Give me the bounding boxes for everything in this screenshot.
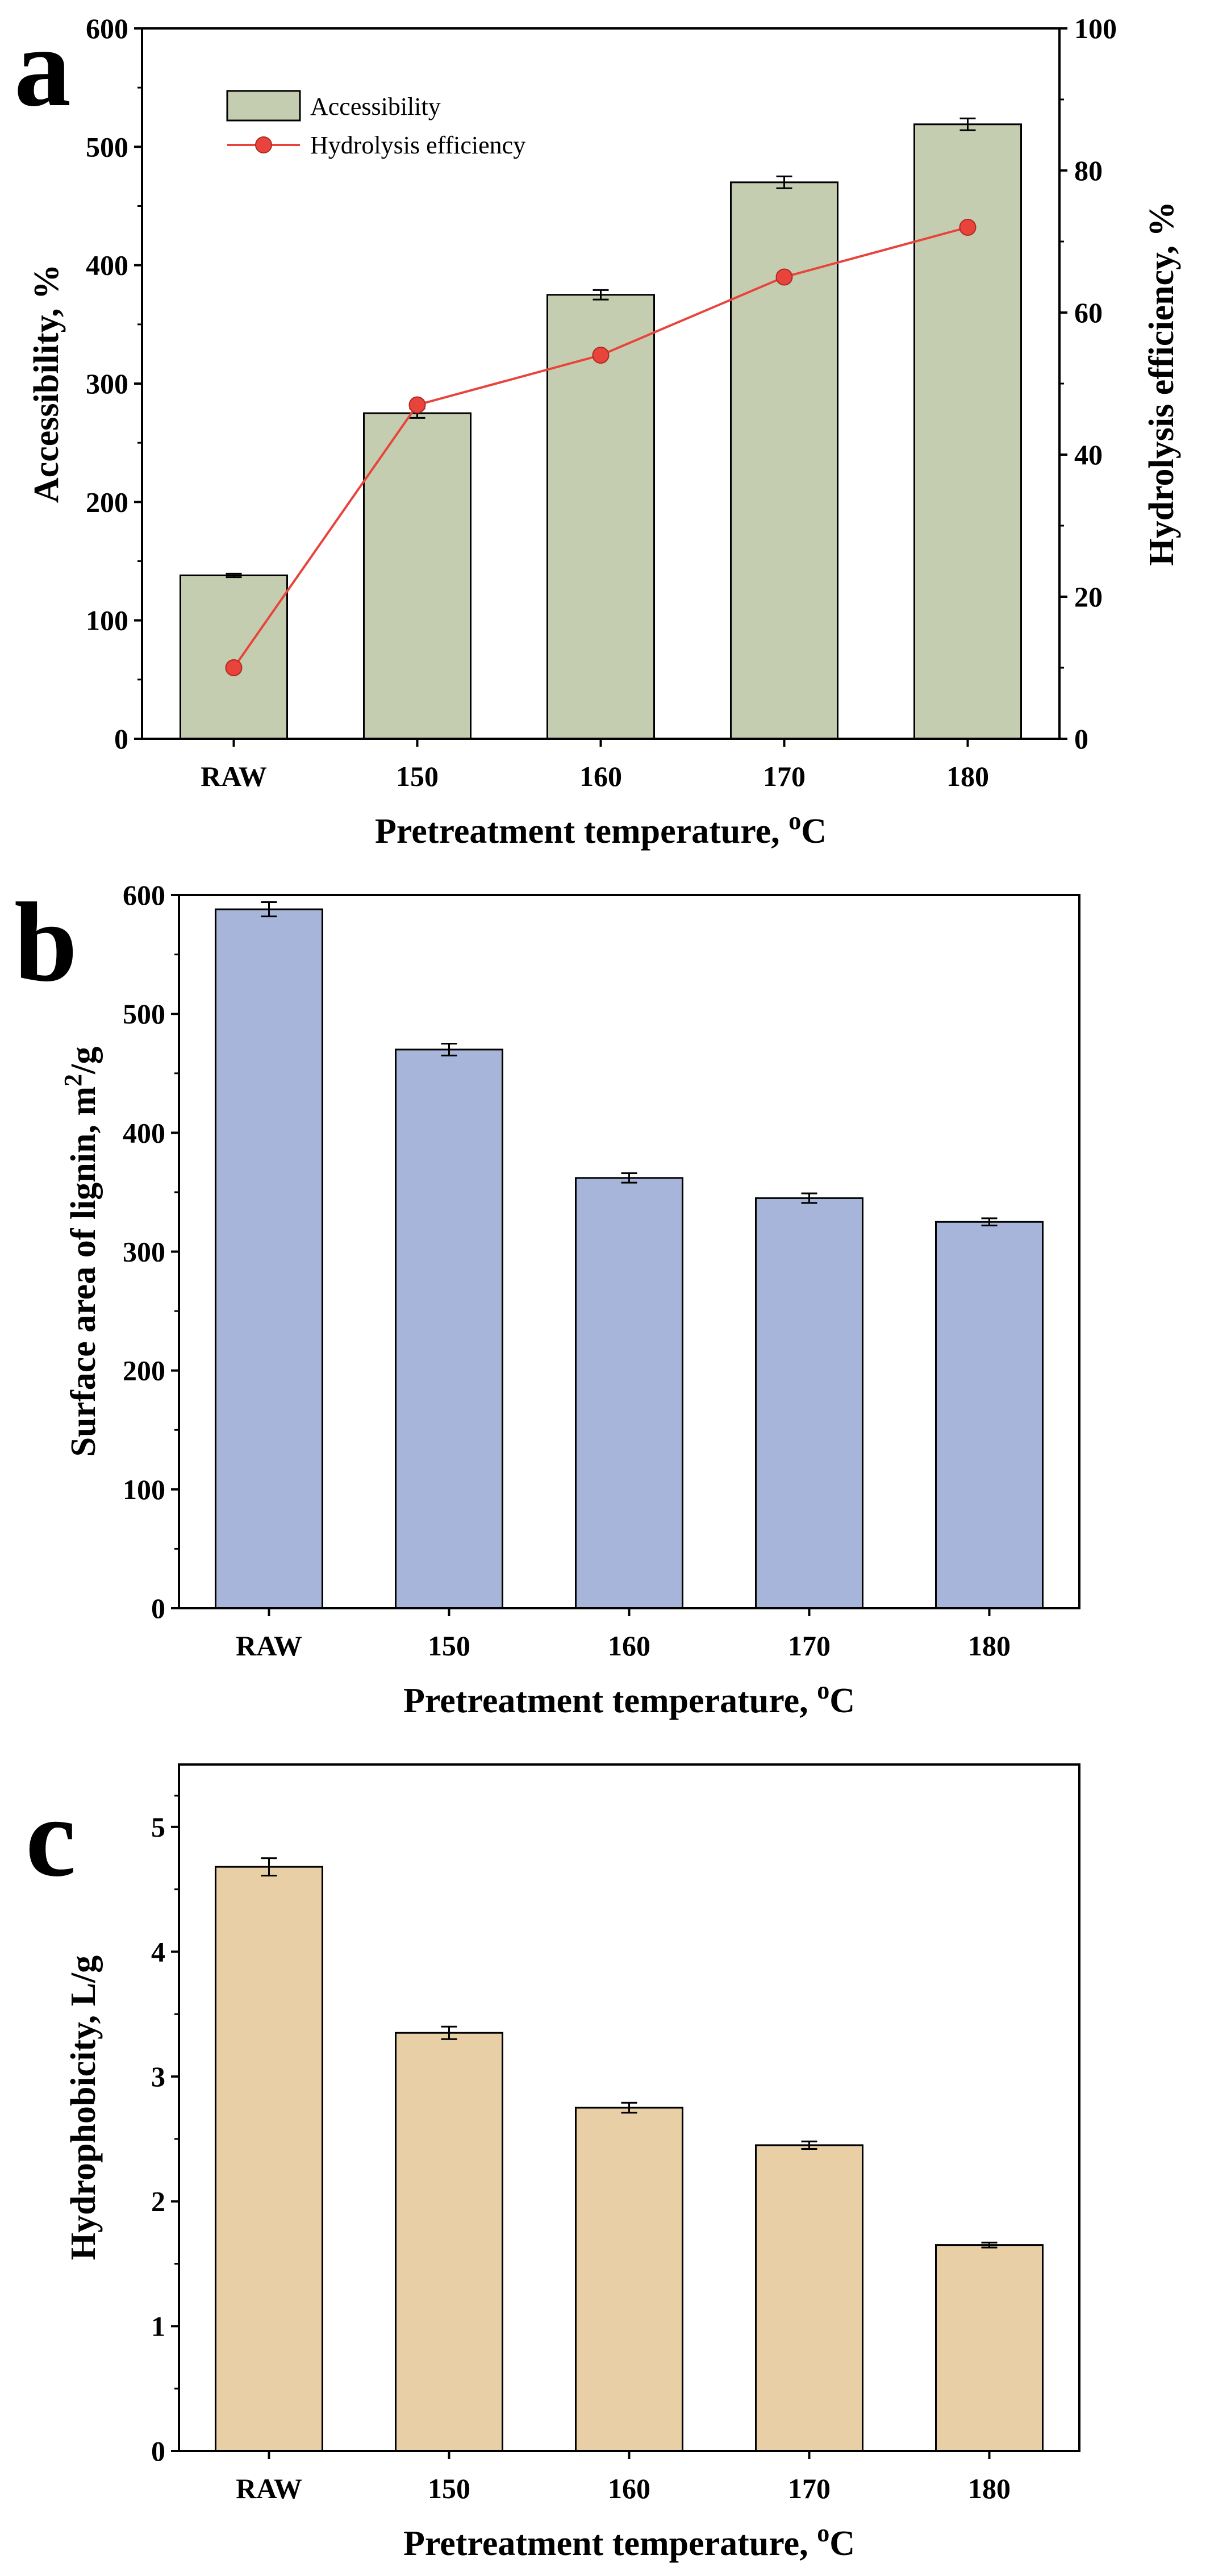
- x-axis-title: Pretreatment temperature, oC: [403, 2519, 855, 2563]
- y-tick-label: 0: [151, 2435, 165, 2467]
- error-bar: [801, 2140, 817, 2150]
- panel-b: b 0 100 200 300 400 500 600 RAW 150 160 170 180 Pretr…: [14, 879, 1080, 1720]
- bar: [755, 2144, 863, 2452]
- bar: [395, 1048, 503, 1609]
- bar: [395, 2032, 503, 2452]
- error-bar: [441, 2025, 457, 2040]
- legend-swatch-marker: [255, 136, 272, 153]
- x-tick-label: 160: [608, 2473, 650, 2504]
- error-bar: [801, 1192, 817, 1204]
- y-tick-label: 300: [86, 368, 128, 399]
- error-bar: [593, 289, 609, 301]
- y-tick-label: 3: [151, 2061, 165, 2092]
- efficiency-point: [592, 347, 610, 364]
- panel-letter: c: [26, 1775, 76, 1900]
- efficiency-point: [408, 396, 426, 414]
- bar: [575, 1177, 683, 1609]
- y-axis-title: Surface area of lignin, m2/g: [59, 1047, 103, 1457]
- panel-c: c 0 1 2 3 4 5 RAW 150 160 170 180 Pretreatment tempe…: [26, 1763, 1080, 2563]
- x-axis-title: Pretreatment temperature, oC: [375, 807, 827, 851]
- y-tick-label: 400: [86, 249, 128, 281]
- x-tick-label: 170: [763, 760, 806, 792]
- legend-label-accessibility: Accessibility: [310, 93, 441, 120]
- bar: [215, 908, 323, 1609]
- bar: [215, 1866, 323, 2452]
- bar: [575, 2107, 683, 2452]
- efficiency-point: [225, 659, 243, 676]
- x-tick-label: RAW: [236, 2473, 302, 2504]
- error-bar: [776, 175, 792, 189]
- error-bar: [261, 901, 277, 918]
- error-bar: [959, 117, 976, 131]
- x-tick-label: RAW: [201, 760, 267, 792]
- legend-label-hydrolysis: Hydrolysis efficiency: [310, 131, 525, 159]
- x-tick-label: 180: [946, 760, 989, 792]
- efficiency-point: [775, 268, 793, 286]
- error-bar: [621, 2101, 637, 2114]
- error-bar: [981, 1217, 998, 1226]
- y-tick-label: 1: [151, 2310, 165, 2342]
- y2-tick-label: 40: [1074, 439, 1103, 471]
- bar: [913, 123, 1022, 740]
- y-tick-label: 100: [123, 1474, 165, 1505]
- x-tick-label: 170: [788, 2473, 831, 2504]
- y-tick-label: 600: [123, 879, 165, 911]
- y-tick-label: 600: [86, 13, 128, 44]
- y2-tick-label: 60: [1074, 297, 1103, 328]
- y-tick-label: 300: [123, 1236, 165, 1268]
- x-tick-label: 160: [579, 760, 622, 792]
- error-bar: [261, 1857, 277, 1876]
- panel-a: a 0 100 200 300 400 500 600 0 20 40 60 80 100 RAW 150 16…: [14, 5, 1181, 851]
- y-tick-label: 5: [151, 1811, 165, 1843]
- y-tick-label: 500: [123, 998, 165, 1030]
- x-tick-label: 170: [788, 1630, 831, 1662]
- y-tick-label: 200: [123, 1355, 165, 1387]
- y-axis-title: Accessibility, %: [27, 264, 66, 503]
- x-tick-label: 180: [968, 1630, 1011, 1662]
- bar: [363, 412, 472, 740]
- y2-axis-title: Hydrolysis efficiency, %: [1142, 201, 1181, 565]
- bar: [935, 1221, 1044, 1609]
- y-tick-label: 500: [86, 131, 128, 163]
- legend: Accessibility Hydrolysis efficiency: [226, 90, 525, 159]
- panel-letter: b: [14, 880, 77, 1005]
- y-tick-label: 100: [86, 605, 128, 636]
- y-tick-label: 400: [123, 1117, 165, 1148]
- y2-tick-label: 80: [1074, 155, 1103, 186]
- x-tick-label: RAW: [236, 1630, 302, 1662]
- x-tick-label: 180: [968, 2473, 1011, 2504]
- y2-tick-label: 0: [1074, 723, 1088, 755]
- x-tick-label: 160: [608, 1630, 650, 1662]
- y-tick-label: 0: [151, 1592, 165, 1624]
- bar: [180, 575, 288, 740]
- efficiency-point: [959, 219, 977, 236]
- legend-swatch-bar: [226, 90, 301, 122]
- y-tick-label: 2: [151, 2186, 165, 2217]
- y-axis-title: Hydrophobicity, L/g: [64, 1955, 103, 2260]
- x-tick-label: 150: [396, 760, 439, 792]
- x-axis-title: Pretreatment temperature, oC: [403, 1676, 855, 1720]
- error-bar: [441, 1042, 457, 1056]
- x-tick-label: 150: [428, 2473, 470, 2504]
- bar: [755, 1197, 863, 1609]
- y2-tick-label: 100: [1074, 13, 1117, 44]
- error-bar: [621, 1172, 637, 1184]
- y-tick-label: 0: [114, 723, 128, 755]
- error-bar: [226, 572, 242, 579]
- panel-letter: a: [14, 5, 71, 130]
- x-tick-label: 150: [428, 1630, 470, 1662]
- y-tick-label: 200: [86, 486, 128, 518]
- y2-tick-label: 20: [1074, 581, 1103, 613]
- error-bar: [981, 2241, 998, 2249]
- y-tick-label: 4: [151, 1936, 165, 1967]
- bar: [935, 2244, 1044, 2452]
